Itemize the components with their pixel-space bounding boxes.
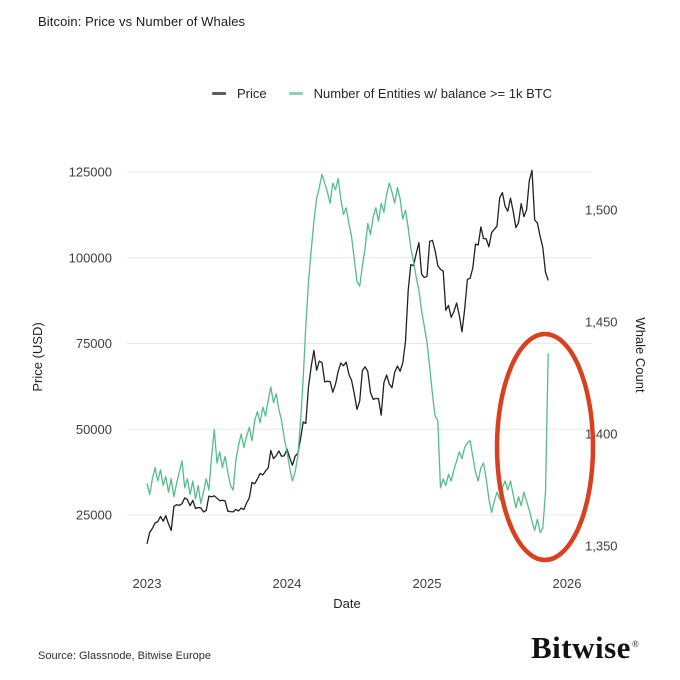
- y-right-tick-label: 1,400: [585, 427, 618, 442]
- x-tick-label: 2026: [553, 576, 582, 591]
- legend-item-whales: Number of Entities w/ balance >= 1k BTC: [288, 86, 553, 101]
- y-left-tick-label: 50000: [76, 422, 112, 437]
- y-right-tick-label: 1,500: [585, 203, 618, 218]
- bitwise-logo: Bitwise®: [531, 630, 641, 666]
- price-line: [146, 169, 549, 544]
- source-note: Source: Glassnode, Bitwise Europe: [38, 650, 212, 662]
- whales-line: [146, 173, 549, 534]
- legend-label-price: Price: [237, 86, 267, 101]
- bitwise-logo-text: Bitwise: [531, 630, 631, 665]
- legend-item-price: Price: [212, 86, 267, 101]
- legend: Price Number of Entities w/ balance >= 1…: [212, 86, 552, 101]
- y-left-axis-title: Price (USD): [30, 322, 45, 391]
- price-swatch-icon: [212, 92, 226, 95]
- x-tick-label: 2025: [413, 576, 442, 591]
- x-tick-label: 2023: [133, 576, 162, 591]
- y-left-tick-label: 100000: [69, 250, 112, 265]
- whales-swatch-icon: [288, 92, 303, 95]
- y-left-tick-label: 25000: [76, 508, 112, 523]
- y-left-tick-label: 75000: [76, 336, 112, 351]
- y-right-tick-label: 1,350: [585, 539, 618, 554]
- chart-title: Bitcoin: Price vs Number of Whales: [38, 14, 246, 29]
- registered-mark-icon: ®: [631, 638, 640, 649]
- y-right-axis-title: Whale Count: [633, 317, 648, 393]
- y-right-tick-label: 1,450: [585, 315, 618, 330]
- legend-label-whales: Number of Entities w/ balance >= 1k BTC: [313, 86, 553, 101]
- annotation-ellipse: [494, 331, 596, 563]
- x-axis-title: Date: [333, 596, 360, 611]
- x-tick-label: 2024: [273, 576, 302, 591]
- y-left-tick-label: 125000: [69, 165, 112, 180]
